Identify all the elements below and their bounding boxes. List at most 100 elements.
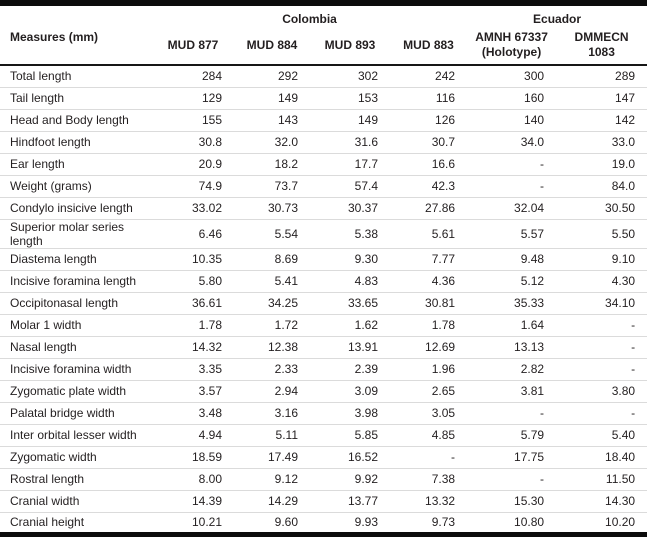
measure-value: 17.49 xyxy=(234,446,310,469)
table-row: Weight (grams) 74.9 73.7 57.4 42.3-84.0 xyxy=(0,175,647,198)
measure-value: 73.7 xyxy=(234,175,310,198)
measure-value: 300 xyxy=(467,65,557,88)
measure-value: - xyxy=(390,446,468,469)
measure-value: 33.02 xyxy=(152,197,234,220)
measure-value: 5.40 xyxy=(556,424,647,447)
measure-value: 10.80 xyxy=(514,515,545,529)
measure-value: 4.30 xyxy=(556,270,647,293)
table-row: Head and Body length 155 143 149 126 140 142 xyxy=(0,109,647,132)
measure-value: 32.0 xyxy=(234,131,310,154)
measure-value: 12.69 xyxy=(390,336,468,359)
measure-label: Cranial width xyxy=(0,490,152,513)
measure-label: Nasal length xyxy=(0,336,152,359)
measure-value: 10.21 xyxy=(191,515,222,529)
measure-value: 149 xyxy=(310,109,390,132)
measure-value: 3.16 xyxy=(234,402,310,425)
measure-label: Ear length xyxy=(0,153,152,176)
measure-value: 9.92 xyxy=(310,468,390,491)
measure-value: 5.85 xyxy=(310,424,390,447)
measure-label: Diastema length xyxy=(0,248,152,271)
measure-value: 14.29 xyxy=(234,490,310,513)
measure-value: 34.25 xyxy=(234,292,310,315)
measure-value: 1.72 xyxy=(234,314,310,337)
table-row: Condylo insicive length 33.02 30.73 30.37 27… xyxy=(0,197,647,220)
measure-value: 30.50 xyxy=(556,197,647,220)
measure-value: 9.48 xyxy=(467,248,557,271)
measure-label: Cranial height xyxy=(10,515,85,529)
measure-value: 36.61 xyxy=(152,292,234,315)
measure-value: 84.0 xyxy=(556,175,647,198)
measure-value: 19.0 xyxy=(556,153,647,176)
measure-value: 292 xyxy=(234,65,310,88)
table-row: Molar 1 width 1.78 1.72 1.62 1.78 1.64- xyxy=(0,314,647,337)
measure-value: 2.33 xyxy=(234,358,310,381)
measure-value: 7.38 xyxy=(390,468,468,491)
measure-value: 13.91 xyxy=(310,336,390,359)
measure-value: - xyxy=(556,336,647,359)
measure-value: 153 xyxy=(310,87,390,110)
measure-value: 32.04 xyxy=(467,197,557,220)
measure-value: 30.81 xyxy=(390,292,468,315)
measure-value: - xyxy=(556,402,647,425)
measure-value: 302 xyxy=(310,65,390,88)
measure-value: 74.9 xyxy=(152,175,234,198)
measure-value: 143 xyxy=(234,109,310,132)
measure-value: 142 xyxy=(556,109,647,132)
measure-value: 27.86 xyxy=(390,197,468,220)
measure-value: 17.7 xyxy=(310,153,390,176)
measure-label: Hindfoot length xyxy=(0,131,152,154)
measure-value: 13.32 xyxy=(390,490,468,513)
measure-value: 8.00 xyxy=(152,468,234,491)
measure-value: 30.37 xyxy=(310,197,390,220)
measure-value: 9.60 xyxy=(274,515,298,529)
table-header: Measures (mm) Colombia Ecuador MUD 877 M… xyxy=(0,3,647,65)
measure-value: - xyxy=(467,402,557,425)
measure-value: 12.38 xyxy=(234,336,310,359)
measures-column-header: Measures (mm) xyxy=(10,29,99,44)
measure-label: Head and Body length xyxy=(0,109,152,132)
measure-value: 4.83 xyxy=(310,270,390,293)
measure-value: 11.50 xyxy=(556,468,647,491)
measure-value: - xyxy=(467,468,557,491)
measure-value: - xyxy=(556,314,647,337)
table-row: Inter orbital lesser width 4.94 5.11 5.85 4.… xyxy=(0,424,647,447)
measure-value: 17.75 xyxy=(467,446,557,469)
measure-value: 126 xyxy=(390,109,468,132)
column-header-dmmecn-1083: DMMECN 1083 xyxy=(574,30,629,59)
table-row: Cranial height 10.21 9.60 9.93 9.73 10.80 10.2… xyxy=(0,512,647,534)
measure-value: 1.78 xyxy=(390,314,468,337)
measure-value: 242 xyxy=(390,65,468,88)
specimen-header-row: MUD 877 MUD 884 MUD 893 MUD 883 AMNH 673… xyxy=(0,29,647,65)
measure-value: 42.3 xyxy=(390,175,468,198)
measure-value: 5.38 xyxy=(310,219,390,249)
measure-value: 4.85 xyxy=(390,424,468,447)
measure-value: 9.73 xyxy=(431,515,456,529)
column-header-mud-877: MUD 877 xyxy=(167,37,219,52)
measure-value: 4.36 xyxy=(390,270,468,293)
measure-value: 3.48 xyxy=(152,402,234,425)
measure-value: 18.40 xyxy=(556,446,647,469)
measure-label: Occipitonasal length xyxy=(0,292,152,315)
table-row: Nasal length 14.32 12.38 13.91 12.69 13.13- xyxy=(0,336,647,359)
measure-label: Total length xyxy=(0,65,152,88)
measure-value: 13.13 xyxy=(467,336,557,359)
table-row: Incisive foramina length 5.80 5.41 4.83 4.36… xyxy=(0,270,647,293)
measure-value: 149 xyxy=(234,87,310,110)
measure-label: Zygomatic width xyxy=(0,446,152,469)
measure-value: 13.77 xyxy=(310,490,390,513)
measure-value: 9.93 xyxy=(354,515,378,529)
measure-value: 10.20 xyxy=(605,515,636,529)
group-header-colombia: Colombia xyxy=(282,12,337,26)
measure-value: 5.11 xyxy=(234,424,310,447)
measure-value: 30.7 xyxy=(390,131,468,154)
measure-label: Palatal bridge width xyxy=(0,402,152,425)
measure-value: 1.78 xyxy=(152,314,234,337)
measure-value: 147 xyxy=(556,87,647,110)
measure-value: 5.54 xyxy=(234,219,310,249)
column-header-mud-893: MUD 893 xyxy=(324,37,376,52)
measure-value: 15.30 xyxy=(467,490,557,513)
measure-label: Rostral length xyxy=(0,468,152,491)
measure-value: 160 xyxy=(467,87,557,110)
